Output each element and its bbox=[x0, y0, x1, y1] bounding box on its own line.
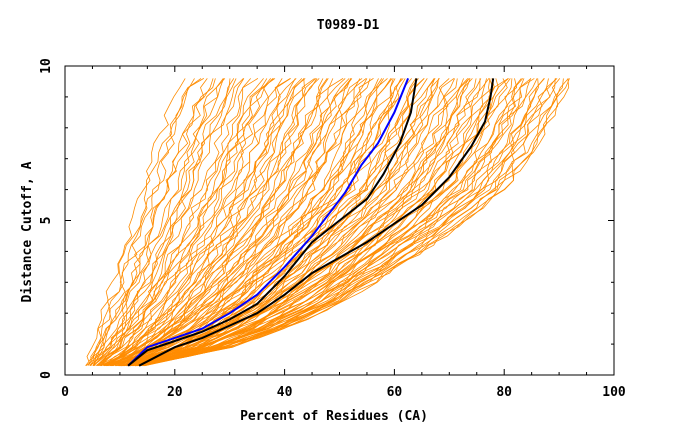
model-curve bbox=[102, 78, 315, 367]
highlight-curve-3 bbox=[138, 78, 495, 367]
model-curve bbox=[100, 78, 297, 367]
y-tick-label: 5 bbox=[39, 217, 54, 225]
model-curve bbox=[92, 78, 237, 366]
model-curve bbox=[107, 78, 303, 367]
plot-area bbox=[85, 78, 570, 367]
model-curve bbox=[86, 78, 186, 366]
model-curve bbox=[90, 78, 224, 366]
model-curve bbox=[100, 78, 305, 367]
x-axis-label: Percent of Residues (CA) bbox=[240, 409, 428, 424]
model-curve bbox=[135, 78, 509, 367]
model-curve bbox=[111, 78, 329, 367]
model-curve bbox=[136, 78, 561, 367]
model-curve bbox=[92, 78, 216, 366]
model-curve bbox=[105, 78, 296, 367]
model-curve bbox=[103, 78, 306, 367]
model-curve bbox=[104, 78, 318, 367]
model-curve bbox=[122, 78, 402, 367]
model-curve bbox=[119, 78, 394, 367]
model-curve bbox=[100, 78, 274, 366]
model-curve bbox=[139, 78, 564, 367]
chart-title: T0989-D1 bbox=[317, 18, 380, 33]
model-curve bbox=[96, 78, 245, 366]
model-curve bbox=[93, 78, 231, 366]
x-tick-label: 40 bbox=[277, 385, 293, 400]
model-curve bbox=[142, 78, 556, 367]
model-curve bbox=[98, 78, 276, 367]
highlight-curve-1 bbox=[127, 78, 410, 367]
model-curve bbox=[139, 78, 538, 367]
model-curve bbox=[122, 78, 439, 367]
model-curve bbox=[117, 78, 392, 367]
x-tick-label: 80 bbox=[496, 385, 512, 400]
model-curve bbox=[110, 78, 344, 367]
model-curve bbox=[107, 78, 305, 367]
x-tick-label: 60 bbox=[387, 385, 403, 400]
model-curve bbox=[85, 78, 202, 366]
model-curve bbox=[138, 78, 535, 367]
model-curve bbox=[120, 78, 404, 367]
model-curve bbox=[130, 78, 513, 367]
model-curve bbox=[106, 78, 320, 367]
model-curve bbox=[110, 78, 368, 367]
highlight-curve-2 bbox=[127, 78, 418, 367]
model-curve bbox=[93, 78, 224, 366]
model-curve bbox=[111, 78, 383, 367]
model-curve bbox=[106, 78, 346, 367]
model-curve bbox=[123, 78, 428, 367]
x-tick-label: 0 bbox=[61, 385, 69, 400]
model-curve bbox=[107, 78, 352, 367]
model-curve bbox=[113, 78, 350, 367]
model-curve bbox=[139, 78, 549, 367]
model-curve bbox=[112, 78, 379, 367]
y-axis-label: Distance Cutoff, A bbox=[20, 161, 35, 302]
model-curve bbox=[122, 78, 436, 367]
model-curve bbox=[142, 78, 570, 367]
model-curve bbox=[129, 78, 473, 367]
model-curve bbox=[111, 78, 352, 367]
model-curve bbox=[130, 78, 470, 367]
model-curve bbox=[87, 78, 195, 366]
y-tick-label: 0 bbox=[39, 371, 54, 379]
model-curve bbox=[111, 78, 363, 367]
model-curve bbox=[92, 78, 208, 366]
model-curve bbox=[125, 78, 471, 367]
axes: 0 20 40 60 80 100 0 5 10 bbox=[39, 58, 626, 400]
model-curve bbox=[118, 78, 388, 367]
model-curve bbox=[90, 78, 205, 366]
x-tick-label: 20 bbox=[167, 385, 183, 400]
model-curve bbox=[135, 78, 518, 367]
x-tick-label: 100 bbox=[602, 385, 626, 400]
model-curve bbox=[144, 78, 570, 367]
model-curve bbox=[109, 78, 374, 367]
model-curve bbox=[97, 78, 252, 366]
y-tick-label: 10 bbox=[39, 58, 54, 74]
model-curve bbox=[85, 78, 214, 367]
model-curve bbox=[144, 78, 569, 367]
model-curve bbox=[103, 78, 283, 367]
